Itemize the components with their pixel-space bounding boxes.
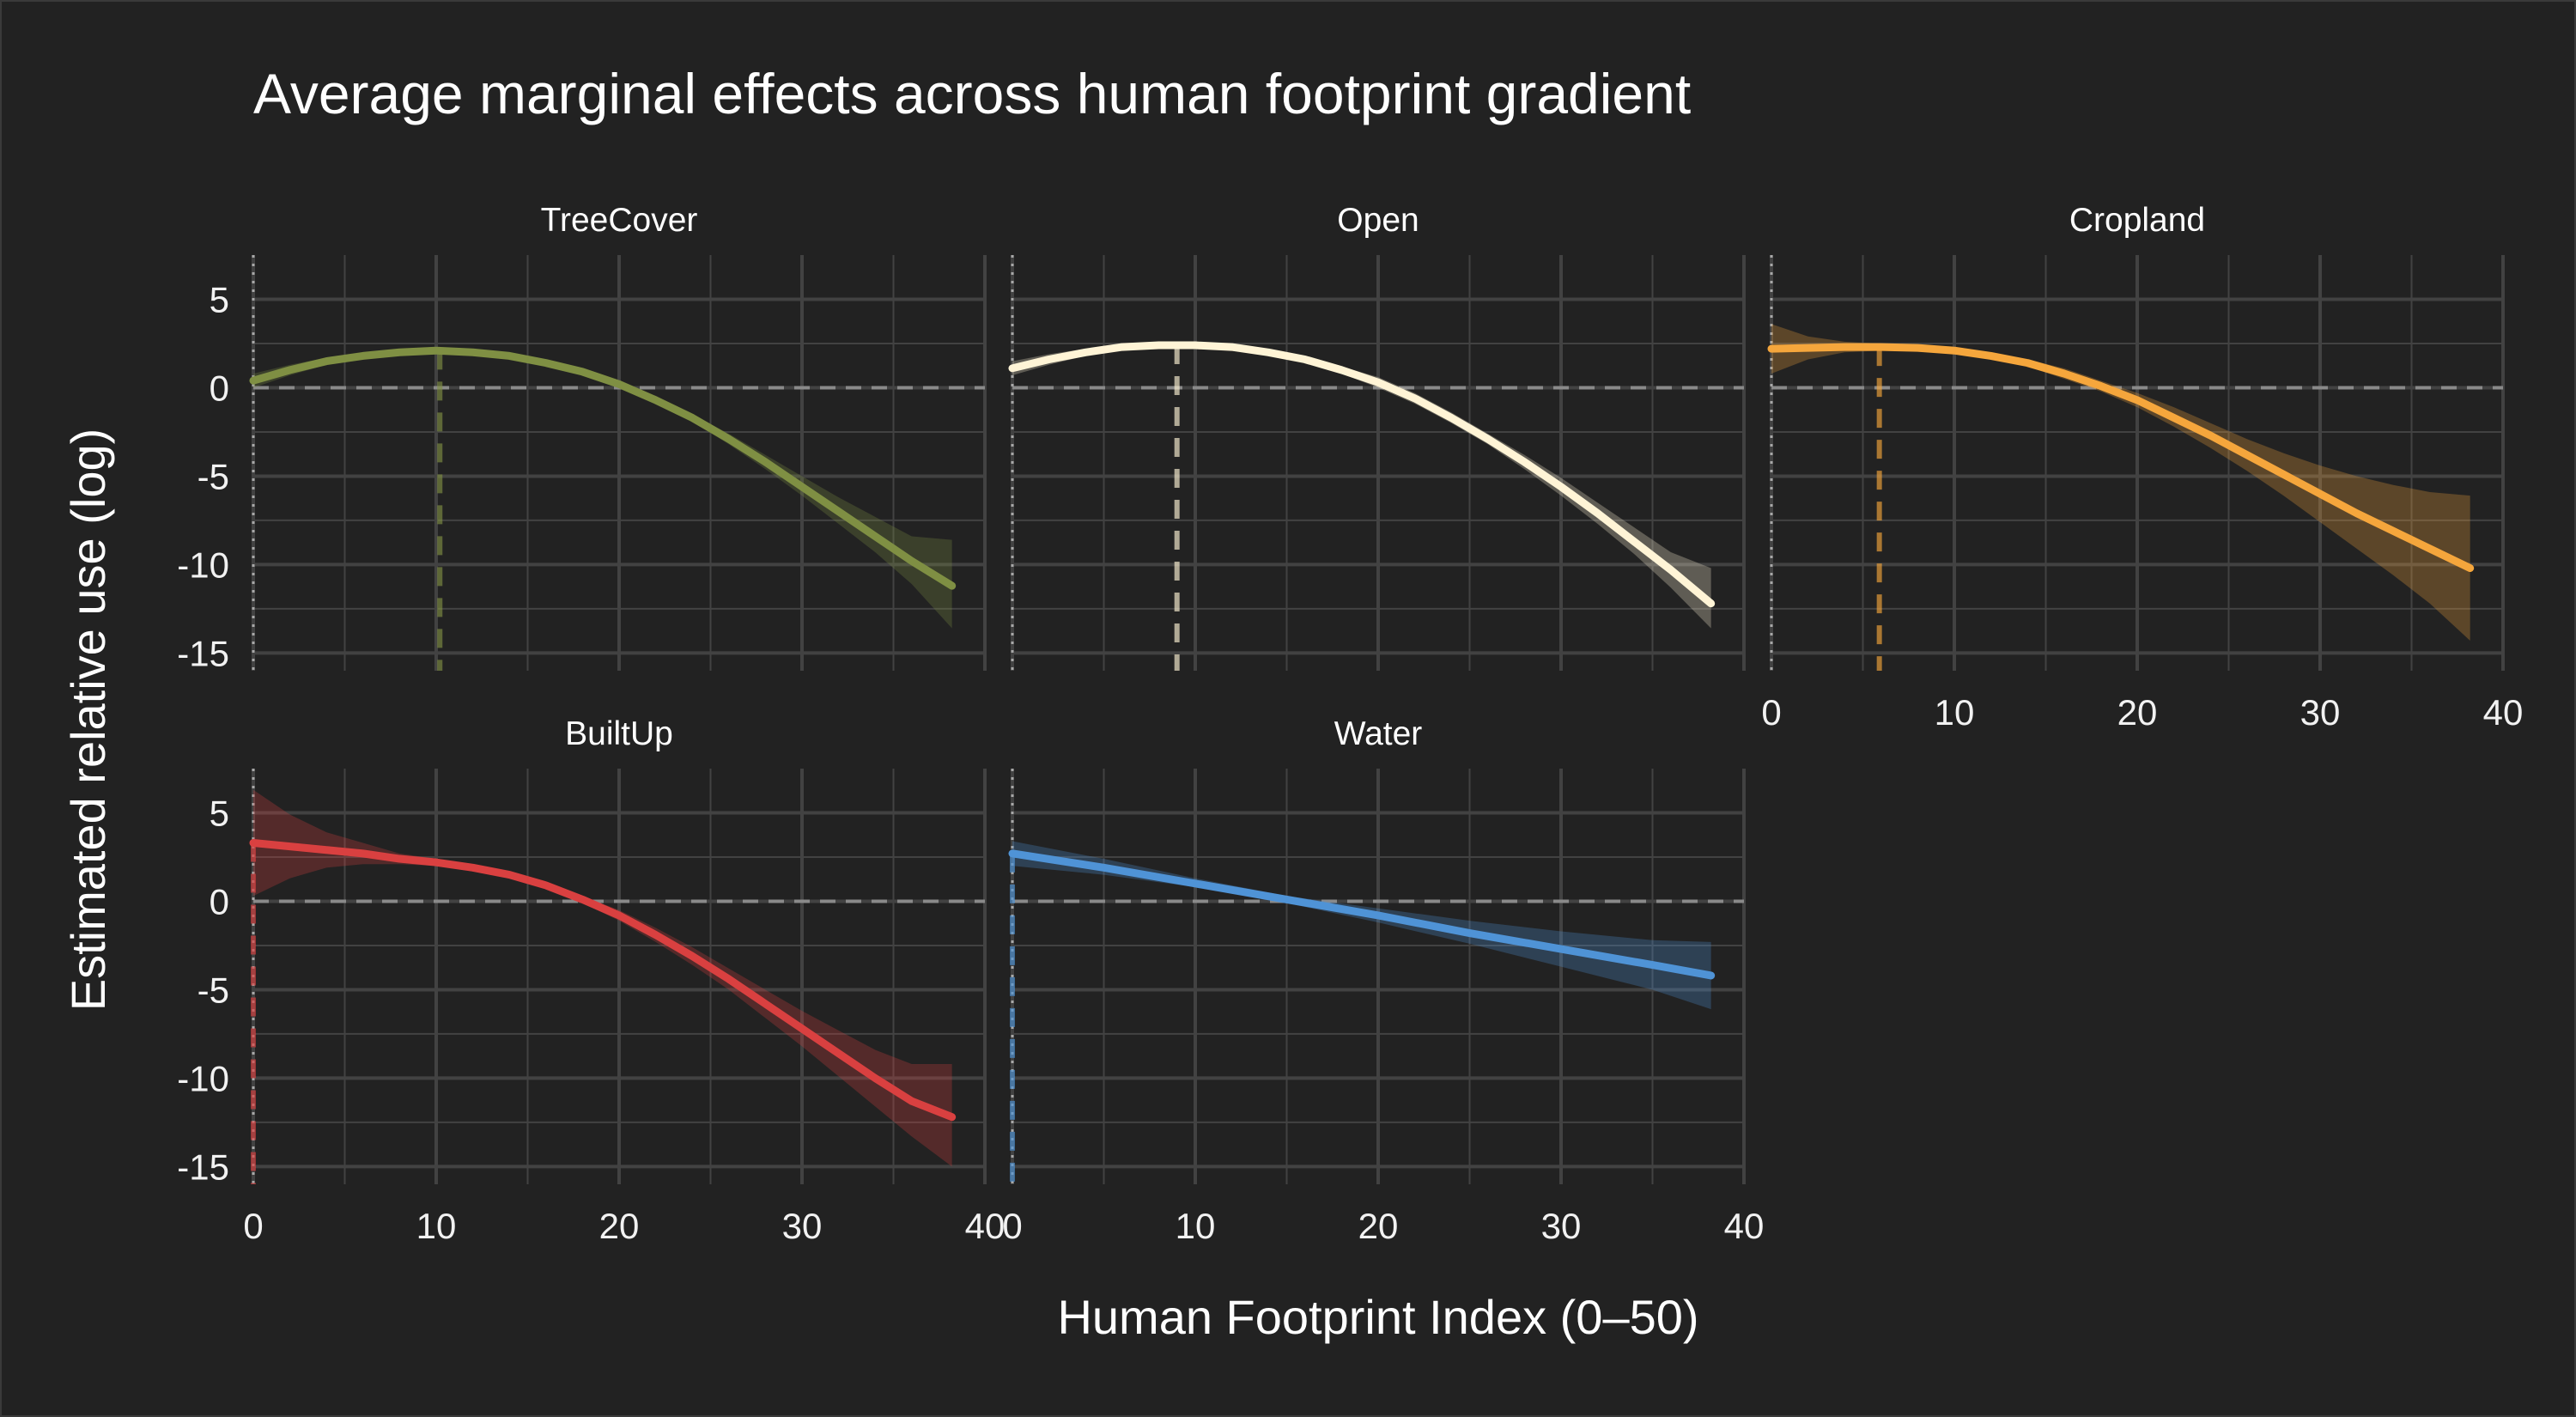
facet-label-builtup: BuiltUp xyxy=(565,715,673,752)
x-tick-label: 20 xyxy=(2117,692,2158,733)
series-line-water xyxy=(1008,849,1716,980)
x-tick-label: 10 xyxy=(1935,692,1975,733)
x-tick-label: 10 xyxy=(416,1206,457,1246)
x-tick-label: 10 xyxy=(1176,1206,1216,1246)
confidence-band-treecover xyxy=(253,349,952,629)
x-tick-label: 30 xyxy=(1541,1206,1582,1246)
facet-label-water: Water xyxy=(1334,715,1423,752)
x-tick-label: 40 xyxy=(1724,1206,1765,1246)
x-tick-label: 40 xyxy=(965,1206,1005,1246)
panel-open: Open xyxy=(1008,202,1746,671)
x-tick-label: 0 xyxy=(243,1206,263,1246)
x-tick-label: 30 xyxy=(2300,692,2341,733)
y-axis-title: Estimated relative use (log) xyxy=(61,429,115,1012)
x-tick-label: 0 xyxy=(1761,692,1781,733)
series-line-open xyxy=(1008,341,1716,608)
y-tick-label: -10 xyxy=(177,1058,229,1098)
facet-label-cropland: Cropland xyxy=(2069,202,2205,239)
x-tick-label: 20 xyxy=(1358,1206,1399,1246)
facet-label-treecover: TreeCover xyxy=(541,202,698,239)
series-line-treecover xyxy=(249,346,957,590)
series-line-cropland xyxy=(1767,343,2475,573)
panel-cropland: Cropland 0 10 20 30 40 xyxy=(1761,202,2523,733)
y-tick-label: 5 xyxy=(210,793,229,833)
series-line-builtup xyxy=(249,839,957,1122)
facet-label-open: Open xyxy=(1337,202,1419,239)
panel-treecover: TreeCover 5 0 -5 -10 -15 xyxy=(177,202,987,673)
confidence-band-open xyxy=(1012,343,1711,629)
y-tick-label: 0 xyxy=(210,368,229,408)
x-tick-label: 30 xyxy=(782,1206,823,1246)
x-tick-label: 40 xyxy=(2483,692,2524,733)
y-tick-label: -5 xyxy=(197,456,229,496)
y-tick-label: -10 xyxy=(177,544,229,585)
y-tick-label: 5 xyxy=(210,279,229,319)
y-tick-label: -15 xyxy=(177,1146,229,1187)
panel-water: Water 0 10 20 30 40 xyxy=(1002,715,1764,1246)
confidence-band-cropland xyxy=(1771,324,2470,641)
facet-panels: TreeCover 5 0 -5 -10 -15 Open Cropland 0 10 20 30 40… xyxy=(177,202,2523,1246)
y-tick-label: 0 xyxy=(210,881,229,921)
x-tick-label: 0 xyxy=(1002,1206,1022,1246)
x-axis-title: Human Footprint Index (0–50) xyxy=(1057,1290,1698,1344)
panel-builtup: BuiltUp 5 0 -5 -10 -15 0 10 20 30 40 xyxy=(177,715,1005,1246)
x-tick-label: 20 xyxy=(599,1206,640,1246)
y-tick-label: -15 xyxy=(177,633,229,673)
y-tick-label: -5 xyxy=(197,970,229,1010)
chart-title: Average marginal effects across human fo… xyxy=(253,62,1691,125)
